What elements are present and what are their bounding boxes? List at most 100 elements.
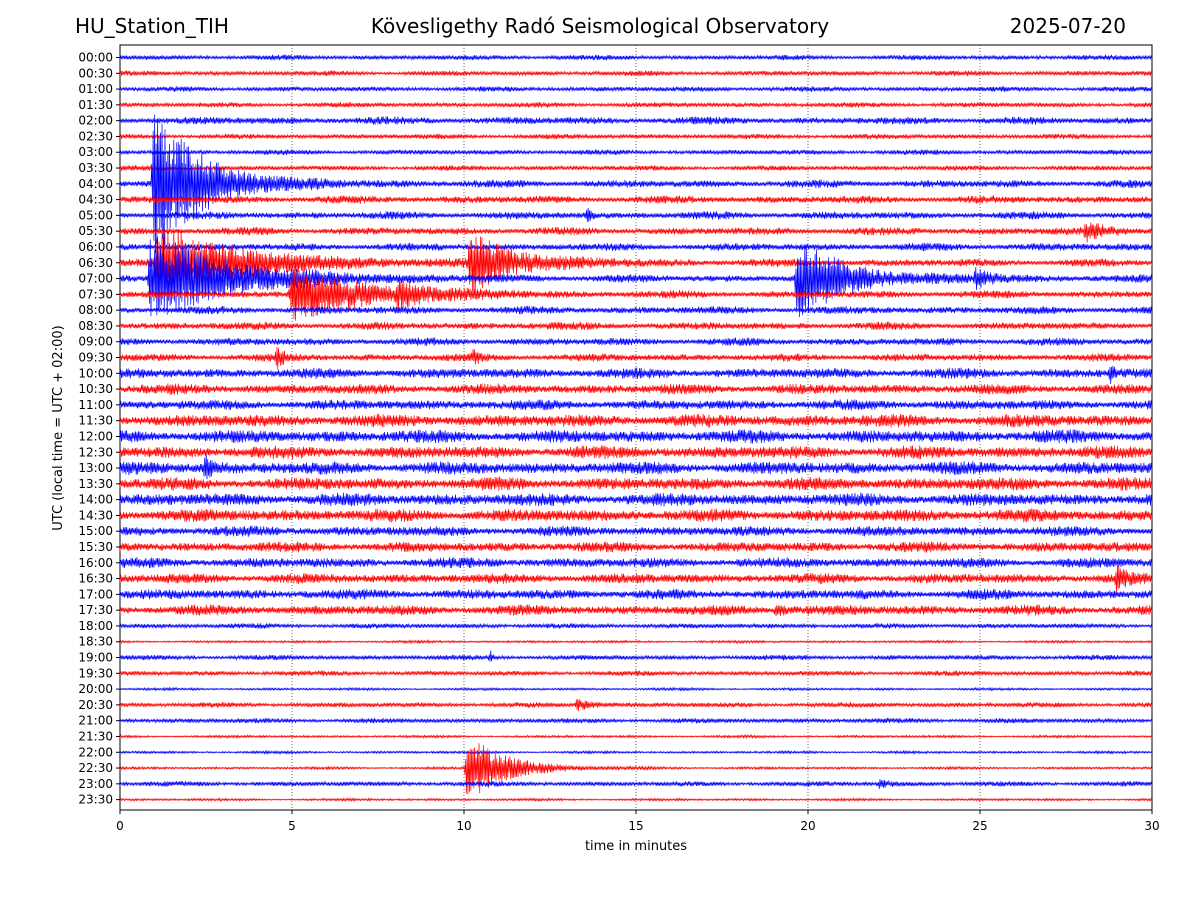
trace-0330 bbox=[119, 164, 1153, 172]
trace-1500 bbox=[119, 525, 1153, 537]
traces bbox=[119, 54, 1153, 803]
y-tick-label: 06:00 bbox=[78, 240, 113, 254]
y-tick-label: 23:00 bbox=[78, 777, 113, 791]
y-tick-label: 02:00 bbox=[78, 114, 113, 128]
trace-1300 bbox=[119, 454, 1153, 480]
trace-1530 bbox=[119, 541, 1153, 553]
y-tick-label: 17:30 bbox=[78, 603, 113, 617]
trace-1730 bbox=[119, 604, 1153, 617]
y-tick-label: 15:00 bbox=[78, 524, 113, 538]
trace-2300 bbox=[119, 779, 1153, 790]
x-tick-label: 25 bbox=[972, 819, 987, 833]
trace-1000 bbox=[119, 365, 1153, 384]
trace-2130 bbox=[119, 733, 1153, 740]
x-tick-label: 30 bbox=[1144, 819, 1159, 833]
trace-0200 bbox=[119, 116, 1153, 125]
y-tick-label: 21:30 bbox=[78, 729, 113, 743]
y-tick-label: 22:00 bbox=[78, 745, 113, 759]
trace-0930 bbox=[119, 346, 1153, 370]
x-axis-label: time in minutes bbox=[585, 839, 687, 854]
y-tick-label: 20:00 bbox=[78, 682, 113, 696]
y-tick-label: 10:00 bbox=[78, 366, 113, 380]
y-tick-label: 03:00 bbox=[78, 145, 113, 159]
y-tick-label: 08:00 bbox=[78, 303, 113, 317]
trace-0730 bbox=[119, 266, 1153, 321]
y-tick-label: 21:00 bbox=[78, 714, 113, 728]
trace-2100 bbox=[119, 717, 1153, 724]
y-tick-label: 10:30 bbox=[78, 382, 113, 396]
y-tick-label: 04:00 bbox=[78, 177, 113, 191]
x-axis-ticks: 0 5 10 15 20 25 30 bbox=[116, 810, 1160, 833]
y-tick-label: 04:30 bbox=[78, 193, 113, 207]
trace-2000 bbox=[119, 686, 1153, 692]
y-tick-label: 07:30 bbox=[78, 287, 113, 301]
y-axis-label: UTC (local time = UTC + 02:00) bbox=[51, 325, 66, 530]
y-tick-label: 15:30 bbox=[78, 540, 113, 554]
y-tick-label: 08:30 bbox=[78, 319, 113, 333]
y-tick-label: 05:30 bbox=[78, 224, 113, 238]
y-tick-label: 02:30 bbox=[78, 129, 113, 143]
y-tick-label: 18:30 bbox=[78, 635, 113, 649]
y-tick-label: 01:30 bbox=[78, 98, 113, 112]
trace-1230 bbox=[119, 445, 1153, 460]
trace-0630 bbox=[119, 223, 1153, 298]
trace-0900 bbox=[119, 337, 1153, 347]
y-tick-label: 14:30 bbox=[78, 508, 113, 522]
y-tick-label: 20:30 bbox=[78, 698, 113, 712]
trace-0030 bbox=[119, 70, 1153, 77]
y-tick-label: 07:00 bbox=[78, 272, 113, 286]
trace-1200 bbox=[119, 429, 1153, 444]
y-tick-label: 05:00 bbox=[78, 208, 113, 222]
trace-1930 bbox=[119, 669, 1153, 677]
grid-lines bbox=[291, 45, 981, 810]
y-tick-label: 01:00 bbox=[78, 82, 113, 96]
y-tick-label: 23:30 bbox=[78, 793, 113, 807]
trace-1330 bbox=[119, 476, 1153, 491]
trace-1130 bbox=[119, 413, 1153, 428]
y-tick-label: 00:30 bbox=[78, 66, 113, 80]
trace-0800 bbox=[119, 305, 1153, 315]
trace-0000 bbox=[119, 54, 1153, 61]
trace-1400 bbox=[119, 492, 1153, 507]
trace-1100 bbox=[119, 399, 1153, 411]
trace-0830 bbox=[119, 321, 1153, 331]
y-tick-label: 11:00 bbox=[78, 398, 113, 412]
record-date: 2025-07-20 bbox=[1009, 14, 1126, 38]
trace-0400 bbox=[119, 114, 1153, 254]
y-tick-label: 09:30 bbox=[78, 351, 113, 365]
trace-1830 bbox=[119, 639, 1153, 645]
y-tick-label: 13:30 bbox=[78, 477, 113, 491]
y-tick-label: 19:30 bbox=[78, 666, 113, 680]
trace-1430 bbox=[119, 508, 1153, 523]
trace-0430 bbox=[119, 195, 1153, 204]
x-tick-label: 0 bbox=[116, 819, 124, 833]
trace-2030 bbox=[119, 699, 1153, 711]
trace-2230 bbox=[119, 743, 1153, 795]
trace-0530 bbox=[119, 222, 1153, 243]
trace-2200 bbox=[119, 749, 1153, 755]
trace-1700 bbox=[119, 588, 1153, 601]
y-tick-label: 16:00 bbox=[78, 556, 113, 570]
trace-0130 bbox=[119, 101, 1153, 109]
x-tick-label: 10 bbox=[456, 819, 471, 833]
x-tick-label: 15 bbox=[628, 819, 643, 833]
y-tick-label: 12:00 bbox=[78, 429, 113, 443]
y-tick-label: 11:30 bbox=[78, 414, 113, 428]
y-tick-label: 06:30 bbox=[78, 256, 113, 270]
y-tick-label: 17:00 bbox=[78, 587, 113, 601]
y-tick-label: 00:00 bbox=[78, 51, 113, 65]
trace-0600 bbox=[119, 242, 1153, 252]
trace-0500 bbox=[119, 207, 1153, 222]
trace-1600 bbox=[119, 557, 1153, 569]
y-tick-label: 14:00 bbox=[78, 493, 113, 507]
y-tick-label: 03:30 bbox=[78, 161, 113, 175]
trace-1630 bbox=[119, 565, 1153, 594]
trace-1900 bbox=[119, 650, 1153, 662]
y-tick-label: 12:30 bbox=[78, 445, 113, 459]
y-tick-label: 16:30 bbox=[78, 572, 113, 586]
y-tick-label: 18:00 bbox=[78, 619, 113, 633]
y-tick-label: 19:00 bbox=[78, 651, 113, 665]
station-name: HU_Station_TIH bbox=[75, 14, 229, 38]
